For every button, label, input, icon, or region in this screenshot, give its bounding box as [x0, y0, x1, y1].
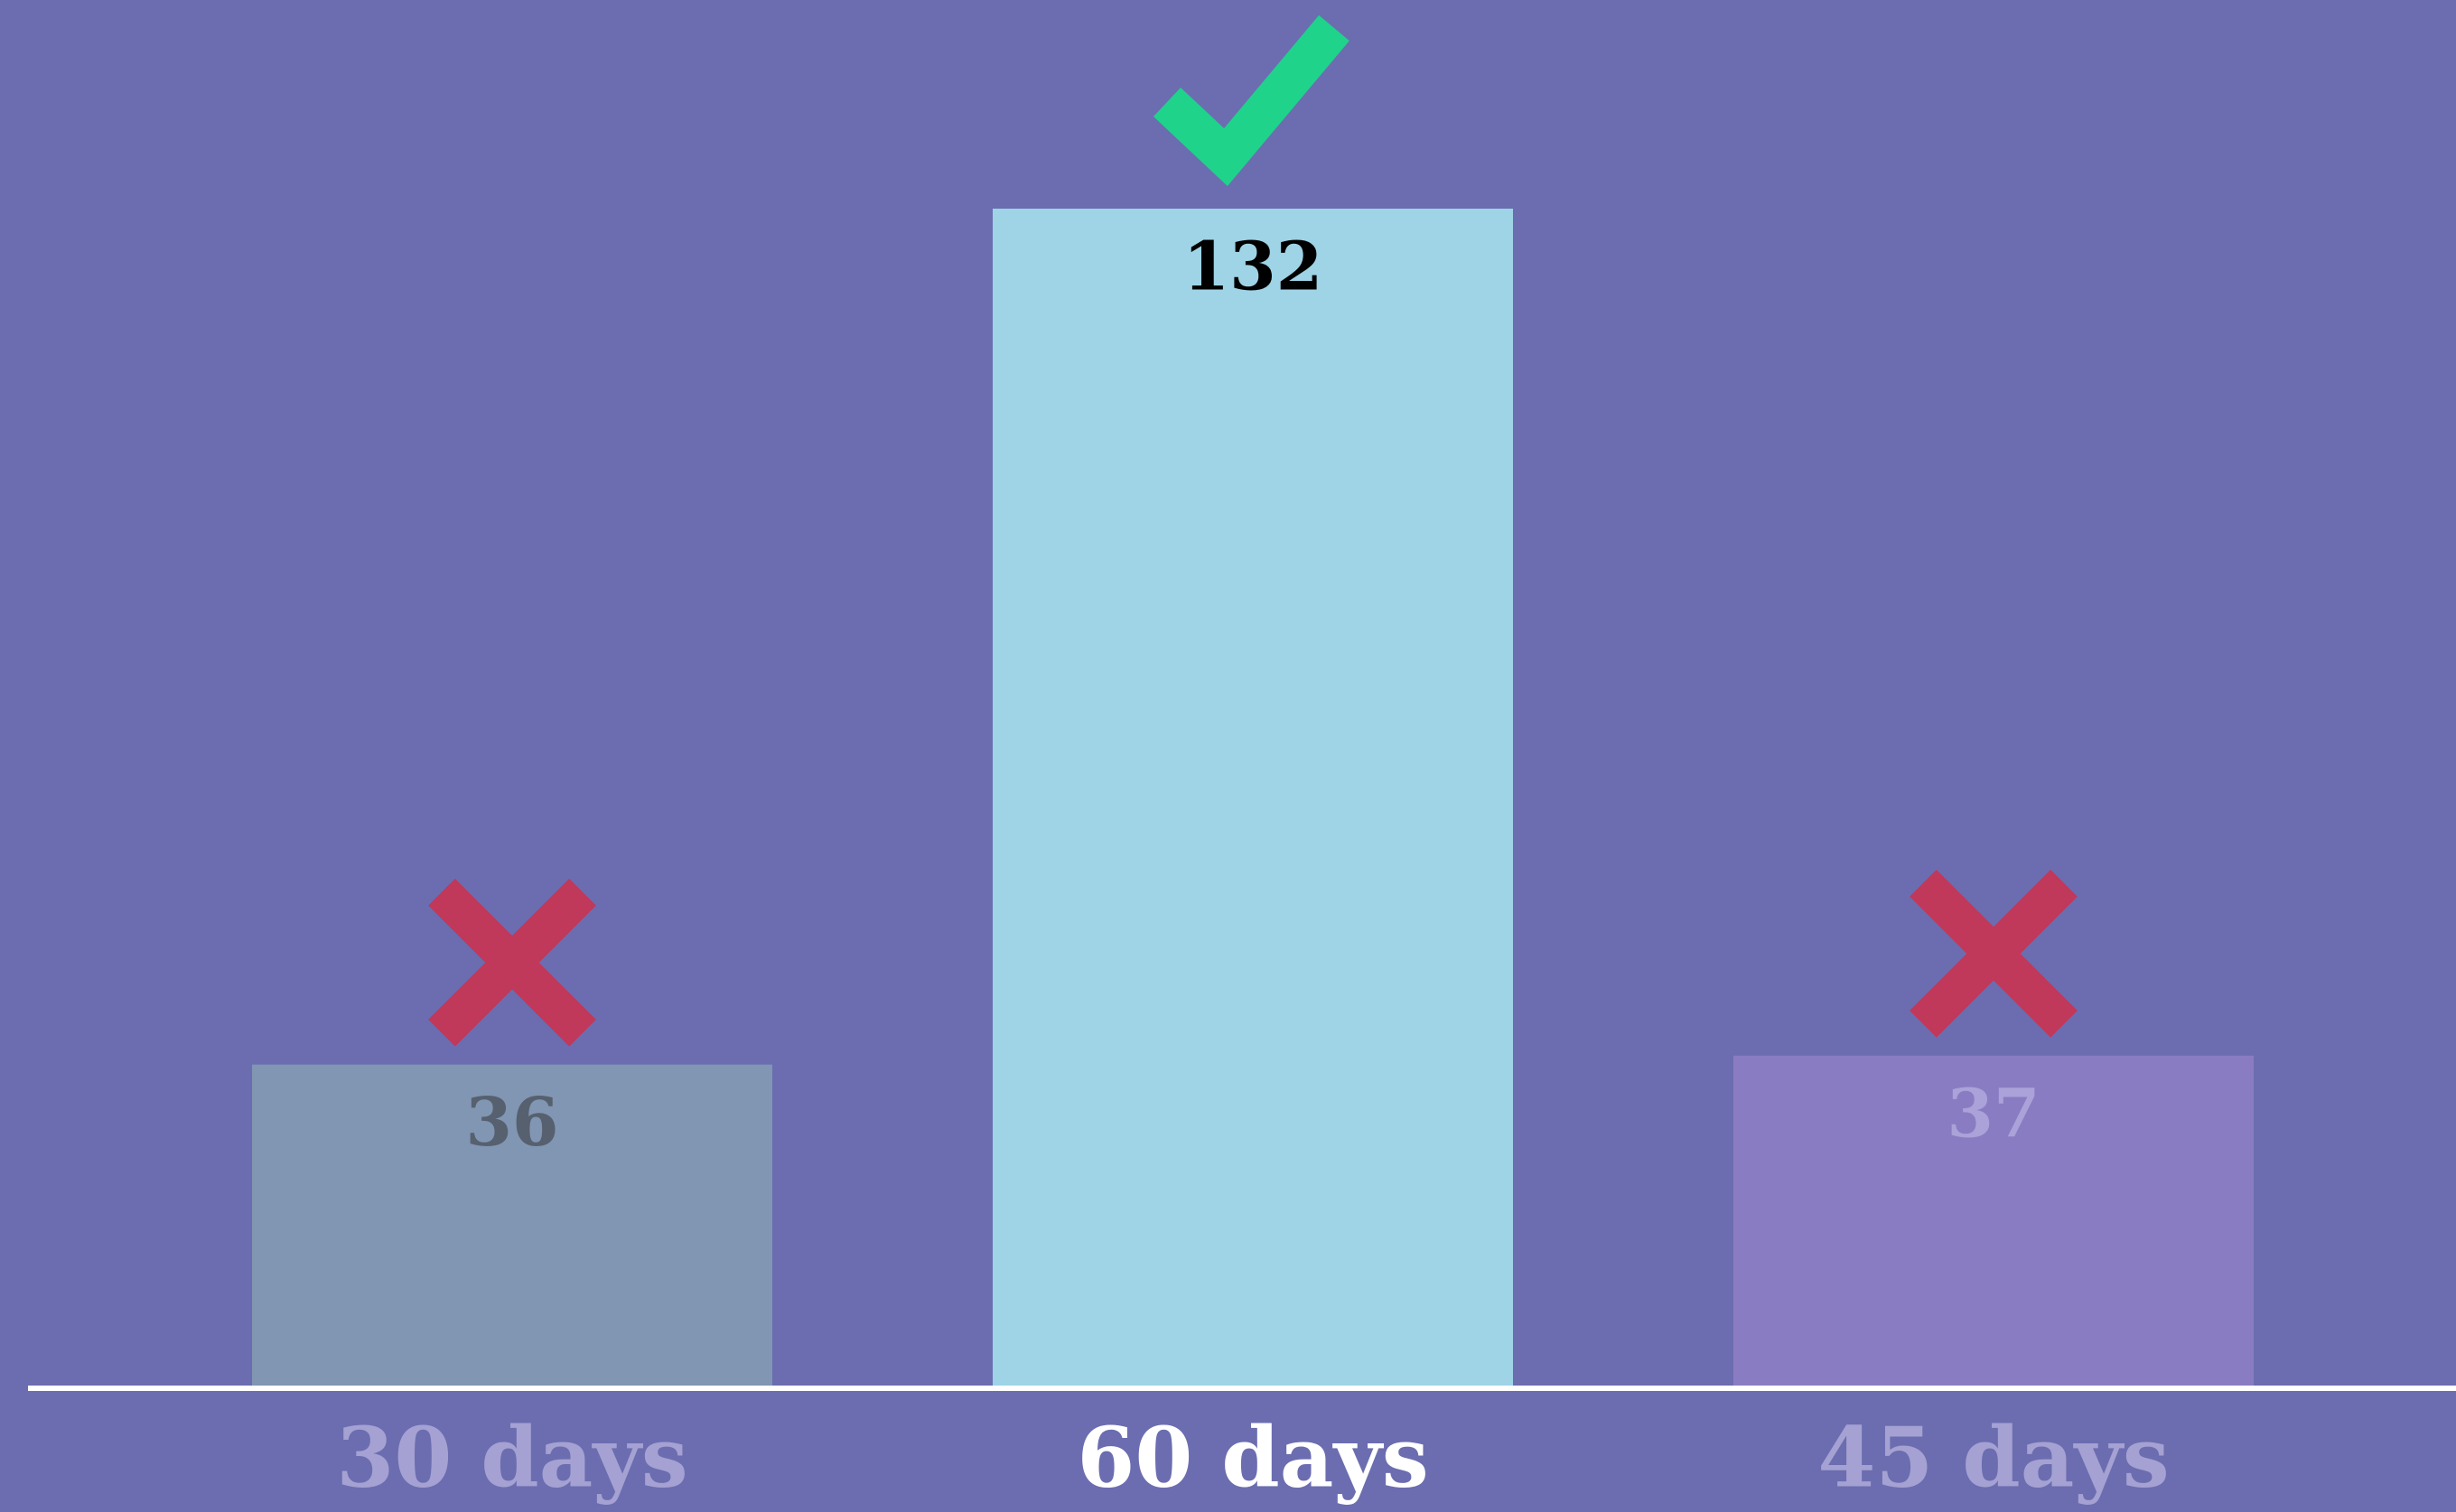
x-tick-label: 45 days — [1817, 1409, 2169, 1507]
bar — [1733, 1055, 2254, 1386]
cross-icon — [428, 878, 596, 1047]
value-label: 132 — [1183, 229, 1322, 306]
value-label: 37 — [1947, 1075, 2040, 1153]
x-tick-label: 30 days — [336, 1409, 687, 1507]
cross-icon — [1910, 869, 2078, 1038]
bar — [252, 1064, 772, 1386]
check-icon — [1153, 14, 1349, 186]
x-tick-label: 60 days — [1077, 1409, 1428, 1507]
value-label: 36 — [466, 1084, 559, 1162]
bar — [993, 209, 1513, 1386]
